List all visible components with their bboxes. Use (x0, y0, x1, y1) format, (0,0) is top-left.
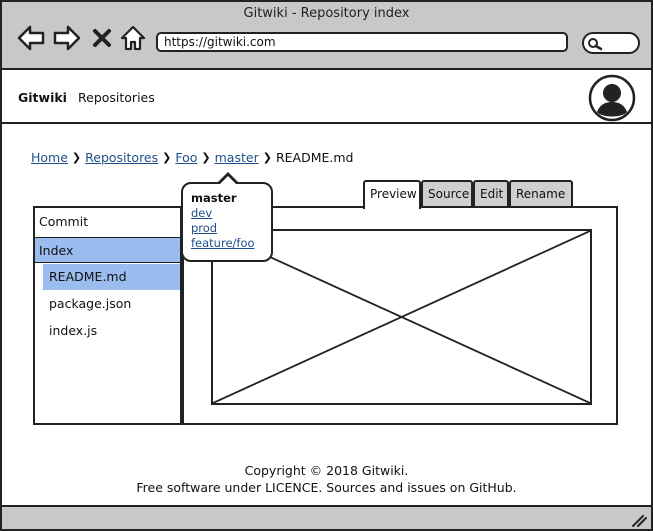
sidebar: Commit Index README.md package.json inde… (33, 206, 182, 425)
branch-option-dev[interactable]: dev (191, 206, 213, 220)
chevron-right-icon: ❯ (162, 151, 172, 164)
branch-option-feature-foo[interactable]: feature/foo (191, 236, 255, 250)
resize-grip-icon[interactable] (631, 512, 647, 531)
close-icon[interactable] (92, 28, 112, 52)
chevron-right-icon: ❯ (262, 151, 272, 164)
nav-repositories[interactable]: Repositories (78, 90, 155, 105)
avatar[interactable] (588, 74, 636, 126)
chevron-right-icon: ❯ (201, 151, 211, 164)
sidebar-item-commit[interactable]: Commit (39, 214, 89, 229)
browser-search-box[interactable] (582, 32, 640, 54)
breadcrumb: Home ❯ Repositores ❯ Foo ❯ master ❯ READ… (31, 150, 353, 165)
back-icon[interactable] (16, 24, 46, 56)
tab-preview[interactable]: Preview (363, 180, 421, 209)
breadcrumb-branch[interactable]: master (214, 150, 259, 165)
tab-rename[interactable]: Rename (509, 180, 573, 207)
tab-source[interactable]: Source (421, 180, 473, 207)
status-bar (2, 505, 651, 529)
file-item-index-js[interactable]: index.js (49, 323, 98, 338)
browser-chrome: Gitwiki - Repository index https://gitwi… (2, 2, 651, 70)
address-bar[interactable]: https://gitwiki.com (156, 32, 568, 52)
breadcrumb-repo[interactable]: Foo (175, 150, 198, 165)
footer-licence: Free software under LICENCE. Sources and… (136, 480, 517, 495)
breadcrumb-repositories[interactable]: Repositores (85, 150, 159, 165)
branch-option-prod[interactable]: prod (191, 221, 218, 235)
chevron-right-icon: ❯ (71, 151, 82, 164)
app-header: Gitwiki Repositories (2, 72, 651, 124)
branch-current: master (191, 191, 237, 205)
breadcrumb-file: README.md (275, 150, 354, 165)
breadcrumb-home[interactable]: Home (31, 150, 68, 165)
branch-dropdown: master dev prod feature/foo (181, 172, 273, 262)
forward-icon[interactable] (52, 24, 82, 56)
file-item-package-json[interactable]: package.json (49, 296, 132, 311)
brand-logo[interactable]: Gitwiki (18, 90, 67, 105)
file-item-readme[interactable]: README.md (43, 264, 180, 290)
home-icon[interactable] (120, 24, 146, 56)
image-placeholder (211, 229, 592, 405)
search-icon (587, 36, 603, 55)
sidebar-item-index[interactable]: Index (35, 237, 180, 263)
tab-edit[interactable]: Edit (473, 180, 509, 207)
footer-copyright: Copyright © 2018 Gitwiki. (244, 463, 409, 478)
window-title: Gitwiki - Repository index (243, 6, 410, 21)
